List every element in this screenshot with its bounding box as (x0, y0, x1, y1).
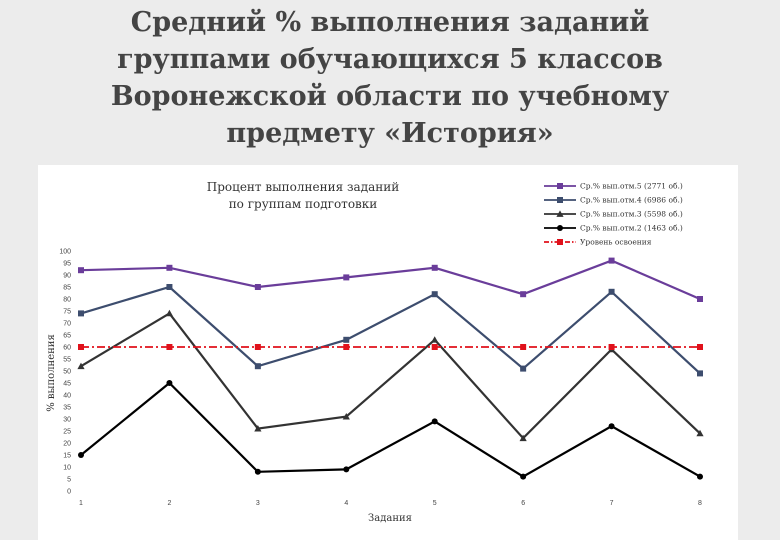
data-point-grade-5 (254, 284, 261, 290)
y-tick-label: 100 (59, 249, 71, 256)
data-point-grade-2 (431, 418, 438, 425)
data-point-grade-4 (254, 363, 261, 370)
series-line-grade-2 (80, 381, 701, 478)
chart-title-line-2: по группам подготовки (229, 197, 378, 211)
legend-swatch-marker-grade-4 (557, 197, 563, 203)
data-point-grade-2 (520, 473, 527, 480)
y-tick-label: 45 (63, 381, 71, 388)
legend-label-mastery-level: Уровень освоения (580, 238, 652, 247)
y-tick-label: 20 (63, 441, 71, 448)
y-tick-label: 35 (63, 405, 71, 412)
data-point-grade-4 (431, 291, 438, 298)
data-point-mastery-level (431, 344, 438, 350)
data-point-grade-5 (166, 264, 173, 271)
data-point-grade-4 (520, 365, 527, 372)
y-tick-label: 40 (63, 393, 71, 400)
data-point-mastery-level (608, 344, 615, 350)
data-point-grade-5 (431, 264, 438, 271)
data-point-grade-2 (608, 423, 615, 430)
slide-title: Средний % выполнения заданий группами об… (110, 7, 670, 149)
data-point-grade-2 (254, 468, 261, 475)
data-point-grade-2 (697, 473, 703, 480)
legend-swatch-marker-grade-5 (557, 183, 563, 189)
x-tick-label: 1 (79, 500, 83, 507)
data-point-grade-5 (697, 296, 703, 302)
data-point-mastery-level (343, 344, 350, 350)
data-point-grade-4 (343, 336, 350, 343)
data-point-grade-3 (342, 413, 350, 420)
x-tick-label: 7 (610, 500, 614, 507)
data-point-mastery-level (78, 344, 84, 350)
y-axis-label: % выполнения (46, 334, 57, 412)
series-line-grade-4 (80, 285, 701, 375)
y-tick-label: 10 (63, 465, 71, 472)
data-point-grade-3 (165, 309, 174, 317)
data-point-grade-2 (343, 466, 350, 473)
line-chart: Процент выполнения заданий по группам по… (46, 180, 704, 524)
y-tick-label: 60 (63, 345, 71, 352)
y-tick-label: 95 (63, 261, 71, 268)
x-tick-label: 3 (256, 500, 260, 507)
y-tick-label: 30 (63, 417, 71, 424)
data-point-grade-4 (608, 288, 615, 295)
data-point-grade-5 (343, 274, 350, 281)
legend-label-grade-4: Ср.% вып.отм.4 (6986 об.) (580, 196, 683, 205)
y-tick-label: 0 (67, 489, 71, 496)
data-point-grade-5 (78, 267, 84, 274)
data-point-mastery-level (254, 344, 261, 350)
series-line-grade-3 (80, 311, 701, 440)
data-point-grade-4 (78, 310, 84, 317)
data-point-grade-5 (608, 257, 615, 264)
y-tick-label: 70 (63, 321, 71, 328)
data-point-grade-3 (696, 429, 704, 437)
data-point-grade-2 (166, 380, 173, 386)
data-point-grade-3 (519, 434, 527, 442)
x-tick-label: 2 (167, 500, 171, 507)
y-tick-label: 85 (63, 285, 71, 292)
data-point-grade-5 (520, 291, 527, 298)
legend-label-grade-5: Ср.% вып.отм.5 (2771 об.) (580, 182, 683, 191)
data-point-grade-4 (697, 370, 703, 377)
data-point-grade-3 (77, 362, 85, 370)
legend-swatch-marker-grade-3 (556, 210, 564, 217)
y-tick-label: 65 (63, 333, 71, 340)
y-tick-label: 15 (63, 453, 71, 460)
y-tick-label: 25 (63, 429, 71, 436)
legend-label-grade-2: Ср.% вып.отм.2 (1463 об.) (580, 224, 683, 233)
y-tick-label: 75 (63, 309, 71, 316)
x-tick-label: 6 (521, 500, 525, 507)
x-tick-label: 4 (344, 500, 348, 507)
y-tick-label: 80 (63, 297, 71, 304)
data-point-grade-3 (254, 425, 262, 432)
y-tick-label: 5 (67, 477, 71, 484)
y-tick-label: 50 (63, 369, 71, 376)
y-tick-label: 55 (63, 357, 71, 364)
x-tick-label: 8 (698, 500, 702, 507)
x-tick-label: 5 (433, 500, 437, 507)
legend-label-grade-3: Ср.% вып.отм.3 (5598 об.) (580, 210, 683, 219)
data-point-mastery-level (697, 344, 703, 350)
chart-title-line-1: Процент выполнения заданий (207, 180, 400, 194)
data-point-grade-3 (431, 336, 439, 343)
data-point-mastery-level (166, 344, 173, 350)
y-tick-label: 90 (63, 273, 71, 280)
legend-swatch-marker-mastery-level (557, 239, 563, 245)
data-point-grade-4 (166, 284, 173, 290)
x-axis-label: Задания (368, 513, 412, 524)
chart-panel: Процент выполнения заданий по группам по… (38, 165, 738, 540)
legend-swatch-marker-grade-2 (557, 225, 563, 231)
data-point-grade-2 (78, 452, 84, 458)
series-line-grade-5 (80, 259, 701, 301)
data-point-mastery-level (520, 344, 527, 350)
